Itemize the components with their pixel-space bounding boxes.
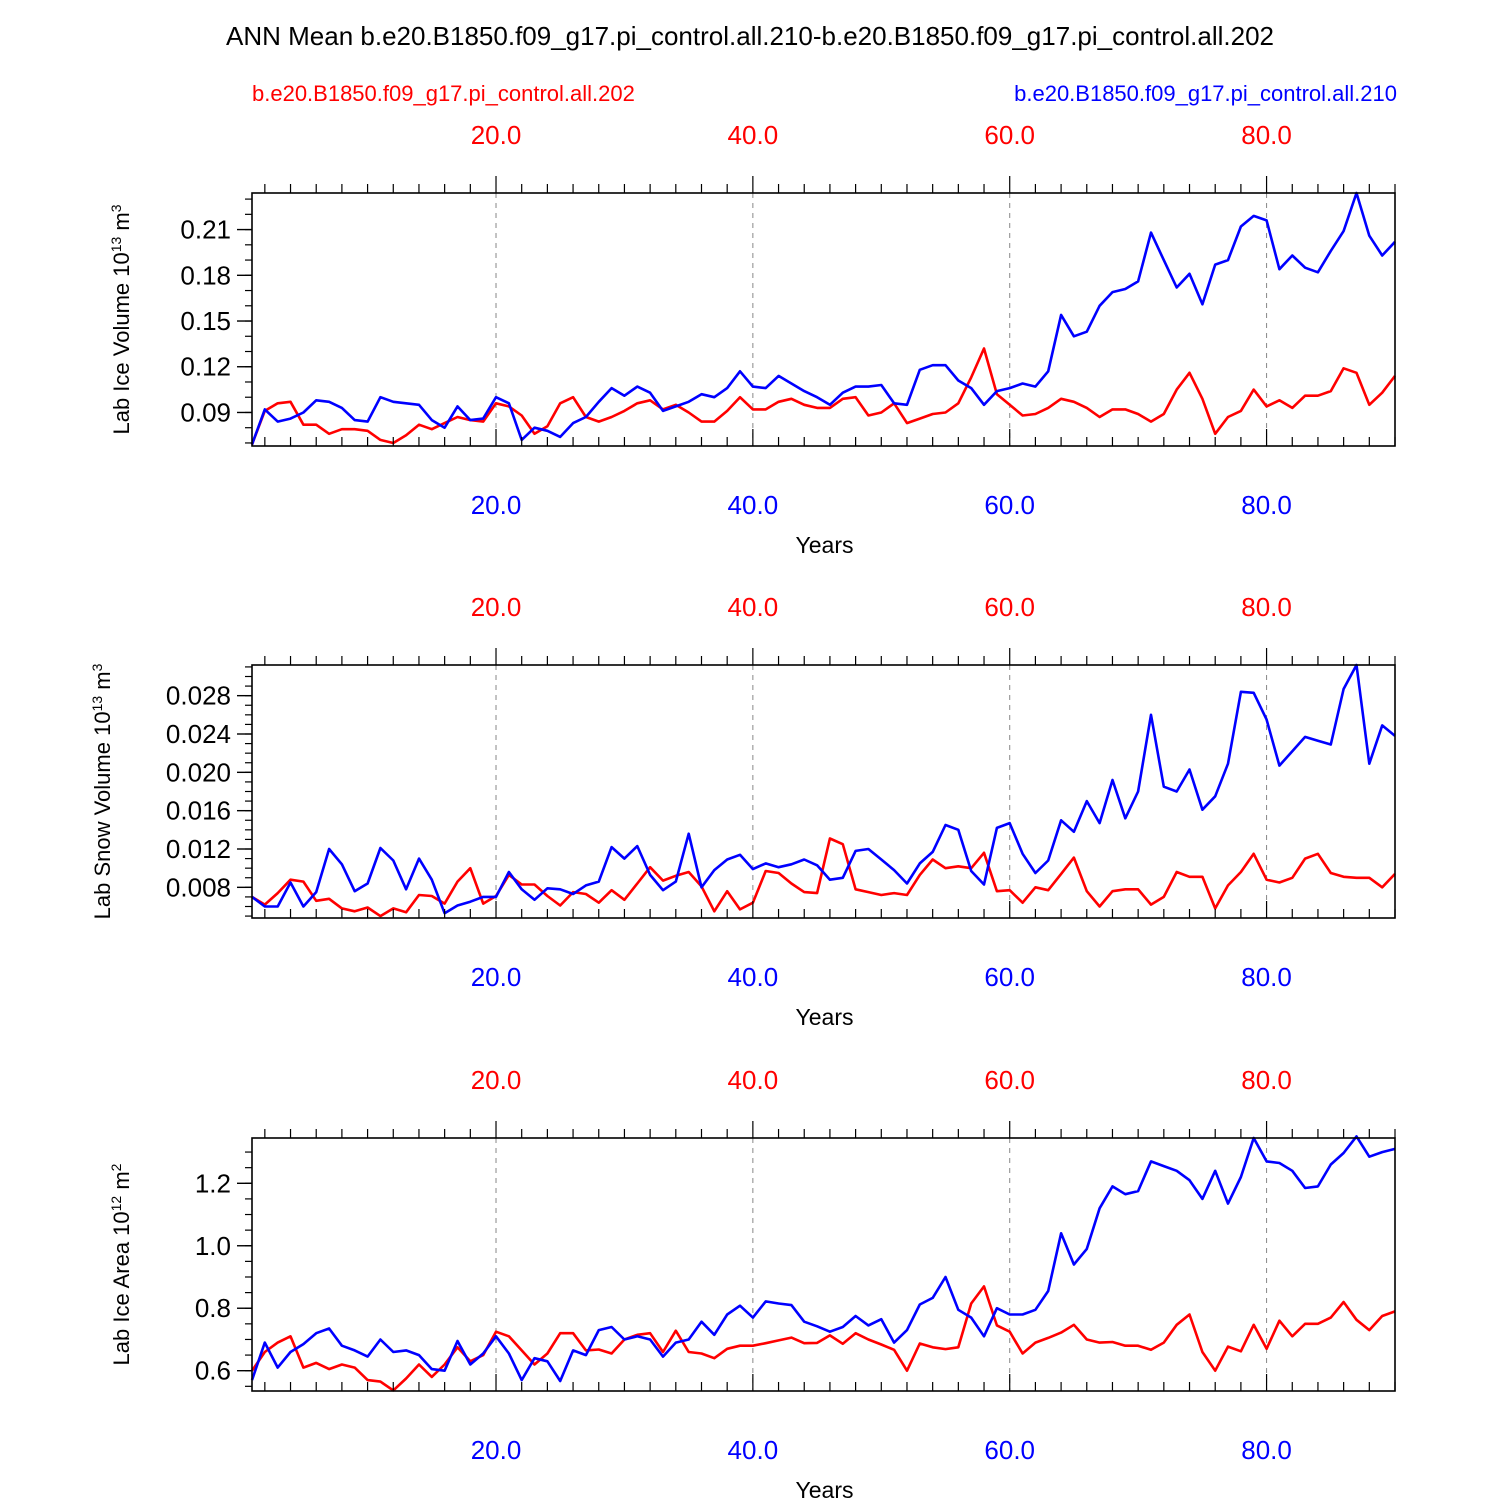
chart-panel-1: 0.09 0.12 0.15 0.18 0.21 20.0 20.0 40.0 40.0 60.0… (108, 120, 1397, 558)
x-tick-label-bottom: 60.0 (984, 490, 1035, 520)
y-tick-label: 1.0 (195, 1231, 231, 1261)
legend-case-202: b.e20.B1850.f09_g17.pi_control.all.202 (252, 81, 635, 106)
series-line-case-210 (250, 191, 1396, 445)
plot-frame (251, 1137, 1396, 1392)
y-tick-label: 0.21 (180, 215, 231, 245)
y-tick-label: 0.028 (166, 681, 231, 711)
x-tick-label-top: 80.0 (1241, 592, 1292, 622)
y-tick-label: 0.8 (195, 1293, 231, 1323)
y-tick-label: 1.2 (195, 1168, 231, 1198)
x-tick-label-top: 60.0 (984, 120, 1035, 150)
x-axis-label: Years (796, 532, 854, 558)
x-tick-label-bottom: 20.0 (471, 1435, 522, 1465)
x-tick-label-top: 40.0 (728, 1065, 779, 1095)
x-tick-label-bottom: 40.0 (728, 962, 779, 992)
panels: 0.09 0.12 0.15 0.18 0.21 20.0 20.0 40.0 40.0 60.0… (89, 120, 1397, 1500)
x-tick-label-top: 60.0 (984, 1065, 1035, 1095)
y-tick-label: 0.012 (166, 834, 231, 864)
x-tick-label-bottom: 60.0 (984, 1435, 1035, 1465)
chart-panel-2: 0.008 0.012 0.016 0.020 0.024 0.028 20.0 20.0 40… (89, 592, 1396, 1030)
y-tick-label: 0.008 (166, 872, 231, 902)
series-line-case-202 (250, 1285, 1396, 1392)
plot-frame (251, 192, 1396, 447)
y-tick-label: 0.6 (195, 1356, 231, 1386)
x-tick-label-bottom: 20.0 (471, 962, 522, 992)
x-tick-label-top: 20.0 (471, 1065, 522, 1095)
y-tick-label: 0.18 (180, 260, 231, 290)
y-axis-label: Lab Ice Volume 1013 m3 (108, 204, 134, 434)
y-axis-label: Lab Ice Area 1012 m2 (108, 1163, 134, 1365)
y-tick-label: 0.020 (166, 757, 231, 787)
x-tick-label-top: 80.0 (1241, 120, 1292, 150)
y-axis-label: Lab Snow Volume 1013 m3 (89, 663, 115, 919)
x-tick-label-bottom: 60.0 (984, 962, 1035, 992)
x-tick-label-top: 20.0 (471, 592, 522, 622)
y-tick-label: 0.016 (166, 796, 231, 826)
series-line-case-210 (250, 1135, 1396, 1383)
x-tick-label-bottom: 80.0 (1241, 490, 1292, 520)
x-tick-label-top: 60.0 (984, 592, 1035, 622)
x-axis-label: Years (796, 1477, 854, 1500)
chart-panel-3: 0.6 0.8 1.0 1.2 20.0 20.0 40.0 40.0 60.0 60.0 80.0… (108, 1065, 1396, 1500)
x-tick-label-bottom: 80.0 (1241, 962, 1292, 992)
legend-case-210: b.e20.B1850.f09_g17.pi_control.all.210 (1014, 81, 1397, 106)
plot-frame (251, 664, 1396, 919)
x-tick-label-bottom: 40.0 (728, 1435, 779, 1465)
x-tick-label-bottom: 20.0 (471, 490, 522, 520)
y-tick-label: 0.024 (166, 719, 231, 749)
x-tick-label-top: 20.0 (471, 120, 522, 150)
x-tick-label-top: 40.0 (728, 592, 779, 622)
figure-title: ANN Mean b.e20.B1850.f09_g17.pi_control.… (226, 21, 1274, 51)
x-tick-label-bottom: 40.0 (728, 490, 779, 520)
y-tick-label: 0.12 (180, 352, 231, 382)
x-tick-label-top: 80.0 (1241, 1065, 1292, 1095)
series-line-case-210 (251, 663, 1396, 915)
series-line-case-202 (251, 837, 1396, 918)
y-tick-label: 0.15 (180, 306, 231, 336)
x-tick-label-top: 40.0 (728, 120, 779, 150)
x-tick-label-bottom: 80.0 (1241, 1435, 1292, 1465)
series-line-case-202 (250, 347, 1397, 445)
y-tick-label: 0.09 (180, 397, 231, 427)
x-axis-label: Years (796, 1004, 854, 1030)
